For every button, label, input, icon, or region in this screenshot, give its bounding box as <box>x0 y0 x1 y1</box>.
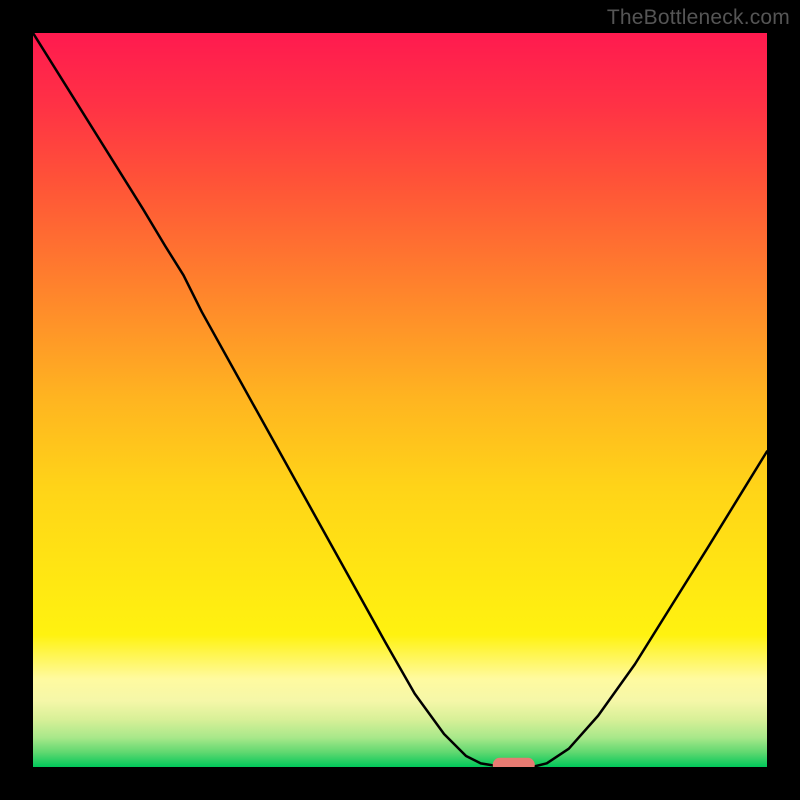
chart-frame: TheBottleneck.com <box>0 0 800 800</box>
watermark-text: TheBottleneck.com <box>607 6 790 30</box>
optimal-point-marker <box>493 758 535 767</box>
gradient-background <box>33 33 767 767</box>
plot-area <box>33 33 767 767</box>
gradient-chart <box>33 33 767 767</box>
